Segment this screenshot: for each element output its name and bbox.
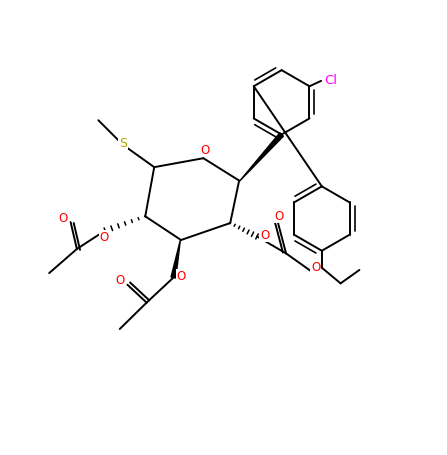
Polygon shape <box>240 133 283 181</box>
Polygon shape <box>171 240 181 278</box>
Text: O: O <box>59 212 67 225</box>
Text: S: S <box>119 136 127 150</box>
Text: O: O <box>260 228 269 242</box>
Text: O: O <box>177 270 186 283</box>
Text: O: O <box>200 144 209 157</box>
Text: O: O <box>100 231 109 244</box>
Text: O: O <box>275 210 284 223</box>
Text: Cl: Cl <box>325 74 337 87</box>
Text: O: O <box>115 274 124 287</box>
Text: O: O <box>311 261 320 274</box>
